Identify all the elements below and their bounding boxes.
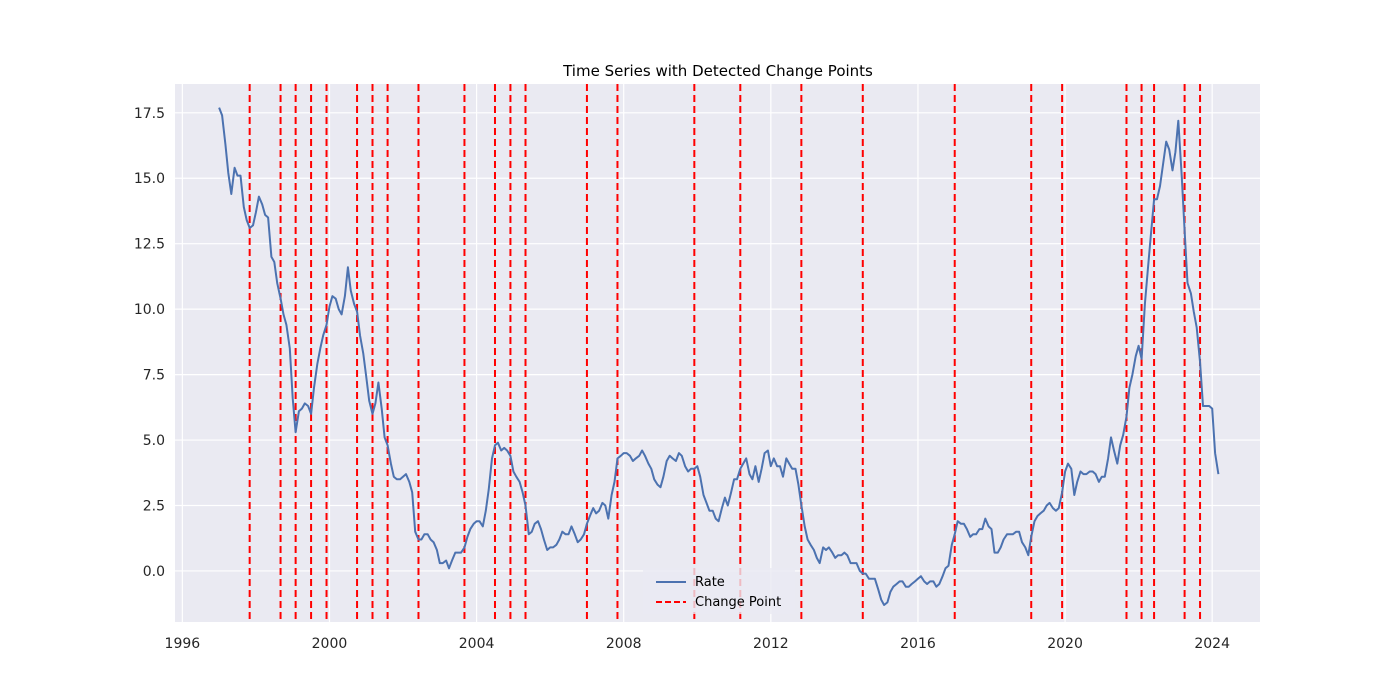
legend-rate-label: Rate [695, 575, 725, 590]
series-layer [218, 107, 1220, 606]
legend-box [643, 568, 795, 614]
x-tick-label-3: 2008 [606, 636, 642, 652]
y-tick-label-3: 7.5 [143, 368, 165, 384]
x-tick-label-5: 2016 [900, 636, 936, 652]
series-line-rate [218, 107, 1220, 606]
y-tick-label-2: 5.0 [143, 433, 165, 449]
x-axis: 1996 2000 2004 2008 2012 2016 2020 2024 [165, 636, 1231, 652]
x-tick-label-2: 2004 [459, 636, 495, 652]
y-axis: 0.0 2.5 5.0 7.5 10.0 12.5 15.0 17.5 [134, 106, 165, 580]
grid [175, 84, 1260, 622]
y-tick-label-7: 17.5 [134, 106, 165, 122]
y-tick-label-4: 10.0 [134, 302, 165, 318]
y-tick-label-1: 2.5 [143, 498, 165, 514]
legend: Rate Change Point [643, 568, 795, 614]
x-tick-label-1: 2000 [312, 636, 348, 652]
x-tick-label-4: 2012 [753, 636, 789, 652]
legend-change-point-label: Change Point [695, 595, 781, 610]
change-points [248, 84, 1202, 622]
y-tick-label-5: 12.5 [134, 237, 165, 253]
x-tick-label-7: 2024 [1194, 636, 1230, 652]
y-tick-label-6: 15.0 [134, 171, 165, 187]
x-tick-label-0: 1996 [165, 636, 201, 652]
x-tick-label-6: 2020 [1047, 636, 1083, 652]
plot-area [175, 84, 1260, 622]
chart-title: Time Series with Detected Change Points [562, 62, 873, 80]
y-tick-label-0: 0.0 [143, 564, 165, 580]
